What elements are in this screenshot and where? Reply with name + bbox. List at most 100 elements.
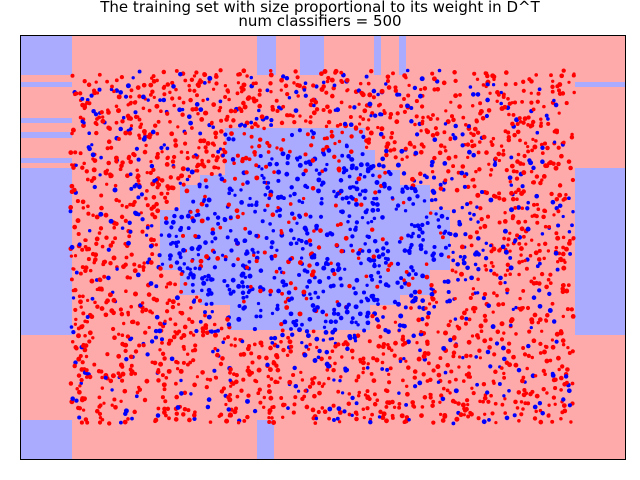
data-point-positive — [69, 183, 75, 189]
data-point-positive — [152, 214, 158, 220]
data-point-positive — [542, 349, 547, 355]
data-point-negative — [350, 395, 355, 401]
data-point-negative — [68, 209, 73, 214]
data-point-negative — [169, 225, 174, 230]
data-point-positive — [367, 118, 371, 122]
data-point-positive — [232, 372, 236, 376]
data-point-positive — [453, 343, 459, 349]
data-point-positive — [118, 307, 124, 312]
data-point-positive — [487, 162, 491, 166]
data-point-negative — [210, 230, 216, 236]
data-point-positive — [431, 113, 435, 117]
data-point-negative — [399, 276, 404, 281]
data-point-negative — [115, 267, 119, 271]
data-point-positive — [564, 192, 568, 197]
data-point-negative — [230, 157, 236, 162]
data-point-positive — [508, 318, 514, 324]
data-point-positive — [76, 373, 82, 378]
data-point-positive — [553, 165, 559, 171]
data-point-negative — [476, 220, 480, 224]
data-point-positive — [183, 281, 188, 286]
data-point-negative — [270, 311, 275, 316]
data-point-positive — [204, 149, 209, 154]
data-point-positive — [553, 386, 558, 391]
data-point-positive — [386, 343, 390, 347]
data-point-positive — [572, 90, 576, 95]
data-point-positive — [256, 367, 262, 373]
data-point-positive — [387, 372, 391, 377]
data-point-negative — [317, 279, 323, 285]
data-point-positive — [235, 394, 240, 399]
data-point-positive — [119, 74, 125, 80]
data-point-negative — [333, 319, 338, 324]
data-point-positive — [186, 408, 191, 413]
data-point-positive — [544, 284, 549, 290]
data-point-negative — [267, 161, 273, 167]
data-point-positive — [246, 365, 250, 369]
data-point-positive — [288, 281, 293, 286]
data-point-positive — [166, 368, 172, 374]
data-point-positive — [158, 266, 163, 271]
data-point-positive — [517, 306, 521, 310]
data-point-positive — [496, 151, 502, 157]
data-point-positive — [567, 241, 572, 246]
data-point-positive — [346, 401, 352, 406]
data-point-positive — [326, 376, 331, 381]
data-point-negative — [280, 332, 285, 338]
data-point-positive — [426, 361, 431, 366]
data-point-positive — [281, 415, 285, 419]
data-point-negative — [186, 226, 191, 231]
data-point-positive — [496, 92, 501, 97]
region-negative-3 — [374, 35, 381, 75]
data-point-positive — [94, 130, 99, 136]
data-point-negative — [361, 290, 367, 295]
data-point-positive — [315, 345, 319, 350]
data-point-negative — [411, 268, 415, 273]
data-point-negative — [128, 229, 133, 234]
data-point-negative — [166, 233, 172, 238]
data-point-negative — [240, 290, 246, 296]
data-point-positive — [293, 286, 298, 291]
data-point-negative — [354, 166, 359, 171]
data-point-negative — [136, 157, 141, 162]
data-point-negative — [303, 93, 308, 98]
data-point-negative — [365, 297, 371, 303]
data-point-positive — [77, 294, 82, 299]
data-point-positive — [98, 416, 103, 420]
data-point-positive — [137, 133, 141, 138]
data-point-negative — [331, 311, 337, 316]
data-point-negative — [494, 341, 500, 346]
data-point-negative — [320, 309, 326, 315]
data-point-negative — [475, 382, 479, 387]
data-point-negative — [308, 292, 312, 296]
data-point-positive — [372, 401, 378, 407]
data-point-positive — [569, 420, 573, 424]
data-point-negative — [407, 418, 411, 422]
data-point-positive — [245, 74, 249, 78]
data-point-positive — [140, 229, 145, 234]
data-point-positive — [75, 218, 81, 224]
data-point-negative — [411, 231, 415, 236]
data-points — [68, 68, 576, 426]
data-point-negative — [335, 107, 341, 113]
data-point-positive — [369, 69, 374, 74]
data-point-positive — [147, 135, 152, 140]
data-point-positive — [158, 348, 162, 352]
data-point-negative — [323, 167, 328, 172]
data-point-positive — [491, 264, 495, 268]
data-point-positive — [503, 82, 508, 87]
data-point-positive — [129, 372, 134, 376]
data-point-positive — [534, 409, 538, 414]
data-point-positive — [245, 265, 250, 270]
data-point-negative — [488, 364, 493, 369]
data-point-positive — [519, 400, 524, 404]
data-point-negative — [455, 262, 460, 267]
data-point-positive — [136, 174, 141, 178]
data-point-negative — [419, 76, 425, 82]
data-point-negative — [135, 272, 141, 278]
data-point-positive — [326, 75, 331, 81]
data-point-positive — [417, 289, 422, 295]
data-point-positive — [419, 150, 424, 155]
data-point-positive — [515, 233, 520, 238]
data-point-positive — [154, 201, 159, 207]
